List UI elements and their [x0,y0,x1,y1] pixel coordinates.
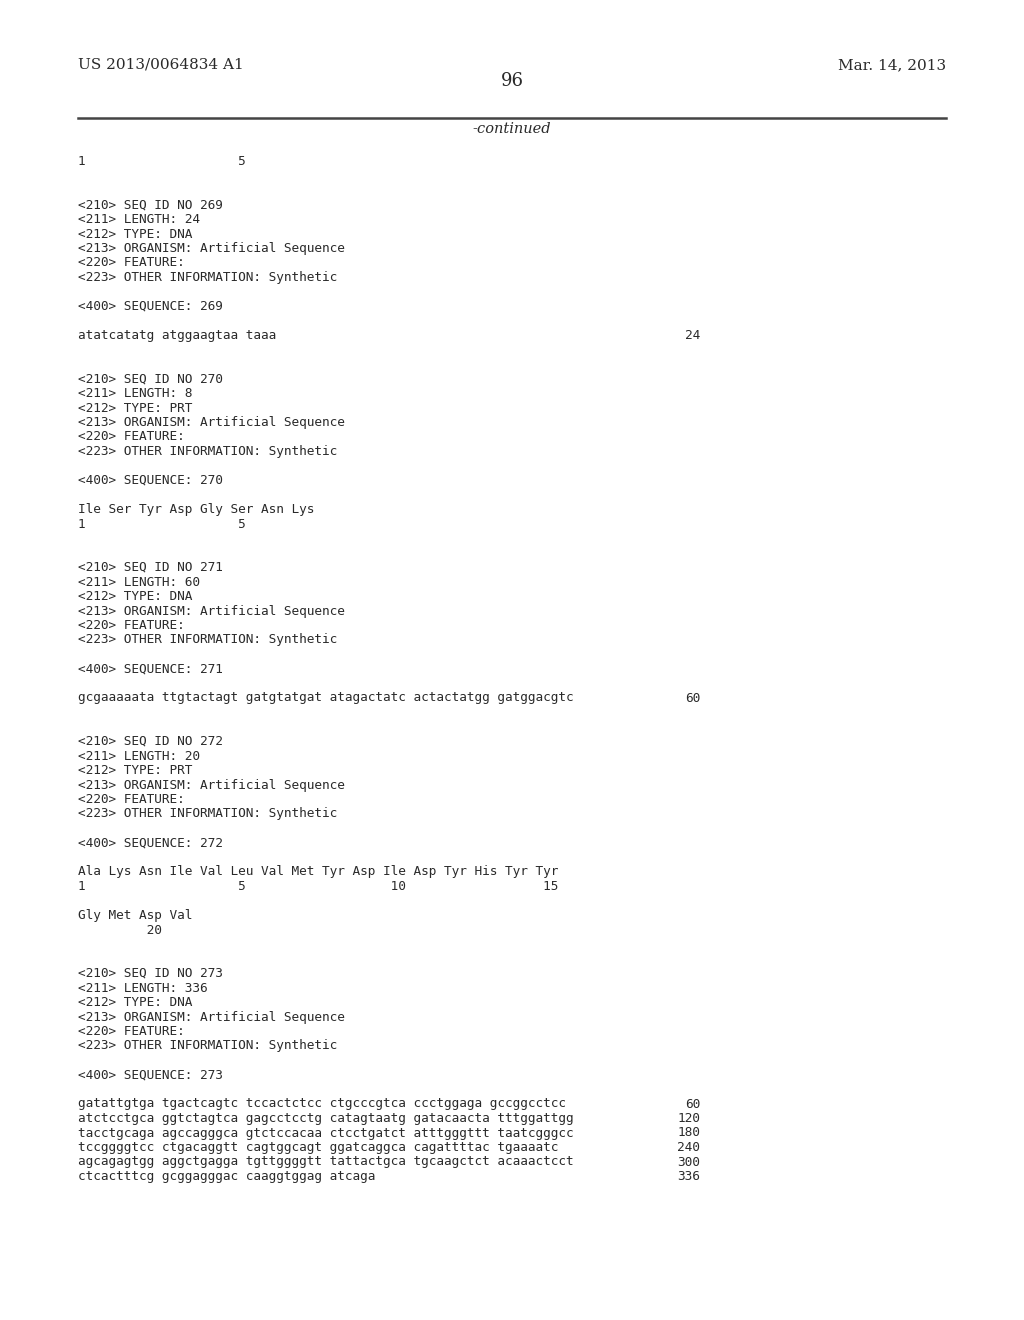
Text: <220> FEATURE:: <220> FEATURE: [78,256,184,269]
Text: 240: 240 [677,1140,700,1154]
Text: 336: 336 [677,1170,700,1183]
Text: <212> TYPE: DNA: <212> TYPE: DNA [78,997,193,1008]
Text: <400> SEQUENCE: 269: <400> SEQUENCE: 269 [78,300,223,313]
Text: <223> OTHER INFORMATION: Synthetic: <223> OTHER INFORMATION: Synthetic [78,445,337,458]
Text: 96: 96 [501,73,523,90]
Text: gcgaaaaata ttgtactagt gatgtatgat atagactatc actactatgg gatggacgtc: gcgaaaaata ttgtactagt gatgtatgat atagact… [78,692,573,705]
Text: <210> SEQ ID NO 272: <210> SEQ ID NO 272 [78,735,223,748]
Text: agcagagtgg aggctgagga tgttggggtt tattactgca tgcaagctct acaaactcct: agcagagtgg aggctgagga tgttggggtt tattact… [78,1155,573,1168]
Text: Ile Ser Tyr Asp Gly Ser Asn Lys: Ile Ser Tyr Asp Gly Ser Asn Lys [78,503,314,516]
Text: <400> SEQUENCE: 270: <400> SEQUENCE: 270 [78,474,223,487]
Text: <213> ORGANISM: Artificial Sequence: <213> ORGANISM: Artificial Sequence [78,242,345,255]
Text: <223> OTHER INFORMATION: Synthetic: <223> OTHER INFORMATION: Synthetic [78,1040,337,1052]
Text: tacctgcaga agccagggca gtctccacaa ctcctgatct atttgggttt taatcgggcc: tacctgcaga agccagggca gtctccacaa ctcctga… [78,1126,573,1139]
Text: <210> SEQ ID NO 271: <210> SEQ ID NO 271 [78,561,223,574]
Text: <211> LENGTH: 20: <211> LENGTH: 20 [78,750,200,763]
Text: <220> FEATURE:: <220> FEATURE: [78,619,184,632]
Text: <211> LENGTH: 24: <211> LENGTH: 24 [78,213,200,226]
Text: <213> ORGANISM: Artificial Sequence: <213> ORGANISM: Artificial Sequence [78,779,345,792]
Text: <211> LENGTH: 60: <211> LENGTH: 60 [78,576,200,589]
Text: US 2013/0064834 A1: US 2013/0064834 A1 [78,58,244,73]
Text: <223> OTHER INFORMATION: Synthetic: <223> OTHER INFORMATION: Synthetic [78,808,337,821]
Text: atatcatatg atggaagtaa taaa: atatcatatg atggaagtaa taaa [78,329,276,342]
Text: <212> TYPE: PRT: <212> TYPE: PRT [78,764,193,777]
Text: ctcactttcg gcggagggac caaggtggag atcaga: ctcactttcg gcggagggac caaggtggag atcaga [78,1170,376,1183]
Text: 300: 300 [677,1155,700,1168]
Text: <211> LENGTH: 336: <211> LENGTH: 336 [78,982,208,994]
Text: <212> TYPE: DNA: <212> TYPE: DNA [78,227,193,240]
Text: <220> FEATURE:: <220> FEATURE: [78,793,184,807]
Text: <400> SEQUENCE: 272: <400> SEQUENCE: 272 [78,837,223,850]
Text: Mar. 14, 2013: Mar. 14, 2013 [838,58,946,73]
Text: 1                    5                   10                  15: 1 5 10 15 [78,880,558,894]
Text: <212> TYPE: PRT: <212> TYPE: PRT [78,401,193,414]
Text: Gly Met Asp Val: Gly Met Asp Val [78,909,193,921]
Text: <210> SEQ ID NO 270: <210> SEQ ID NO 270 [78,372,223,385]
Text: <210> SEQ ID NO 269: <210> SEQ ID NO 269 [78,198,223,211]
Text: <220> FEATURE:: <220> FEATURE: [78,1026,184,1038]
Text: <211> LENGTH: 8: <211> LENGTH: 8 [78,387,193,400]
Text: <212> TYPE: DNA: <212> TYPE: DNA [78,590,193,603]
Text: <223> OTHER INFORMATION: Synthetic: <223> OTHER INFORMATION: Synthetic [78,271,337,284]
Text: 20: 20 [78,924,162,936]
Text: Ala Lys Asn Ile Val Leu Val Met Tyr Asp Ile Asp Tyr His Tyr Tyr: Ala Lys Asn Ile Val Leu Val Met Tyr Asp … [78,866,558,879]
Text: <220> FEATURE:: <220> FEATURE: [78,430,184,444]
Text: <213> ORGANISM: Artificial Sequence: <213> ORGANISM: Artificial Sequence [78,605,345,618]
Text: 1                    5: 1 5 [78,517,246,531]
Text: 60: 60 [685,692,700,705]
Text: -continued: -continued [473,121,551,136]
Text: tccggggtcc ctgacaggtt cagtggcagt ggatcaggca cagattttac tgaaaatc: tccggggtcc ctgacaggtt cagtggcagt ggatcag… [78,1140,558,1154]
Text: 120: 120 [677,1111,700,1125]
Text: 180: 180 [677,1126,700,1139]
Text: 24: 24 [685,329,700,342]
Text: 60: 60 [685,1097,700,1110]
Text: <223> OTHER INFORMATION: Synthetic: <223> OTHER INFORMATION: Synthetic [78,634,337,647]
Text: <213> ORGANISM: Artificial Sequence: <213> ORGANISM: Artificial Sequence [78,1011,345,1023]
Text: <213> ORGANISM: Artificial Sequence: <213> ORGANISM: Artificial Sequence [78,416,345,429]
Text: 1                    5: 1 5 [78,154,246,168]
Text: <210> SEQ ID NO 273: <210> SEQ ID NO 273 [78,968,223,979]
Text: <400> SEQUENCE: 273: <400> SEQUENCE: 273 [78,1068,223,1081]
Text: gatattgtga tgactcagtc tccactctcc ctgcccgtca ccctggaga gccggcctcc: gatattgtga tgactcagtc tccactctcc ctgcccg… [78,1097,566,1110]
Text: <400> SEQUENCE: 271: <400> SEQUENCE: 271 [78,663,223,676]
Text: atctcctgca ggtctagtca gagcctcctg catagtaatg gatacaacta tttggattgg: atctcctgca ggtctagtca gagcctcctg catagta… [78,1111,573,1125]
